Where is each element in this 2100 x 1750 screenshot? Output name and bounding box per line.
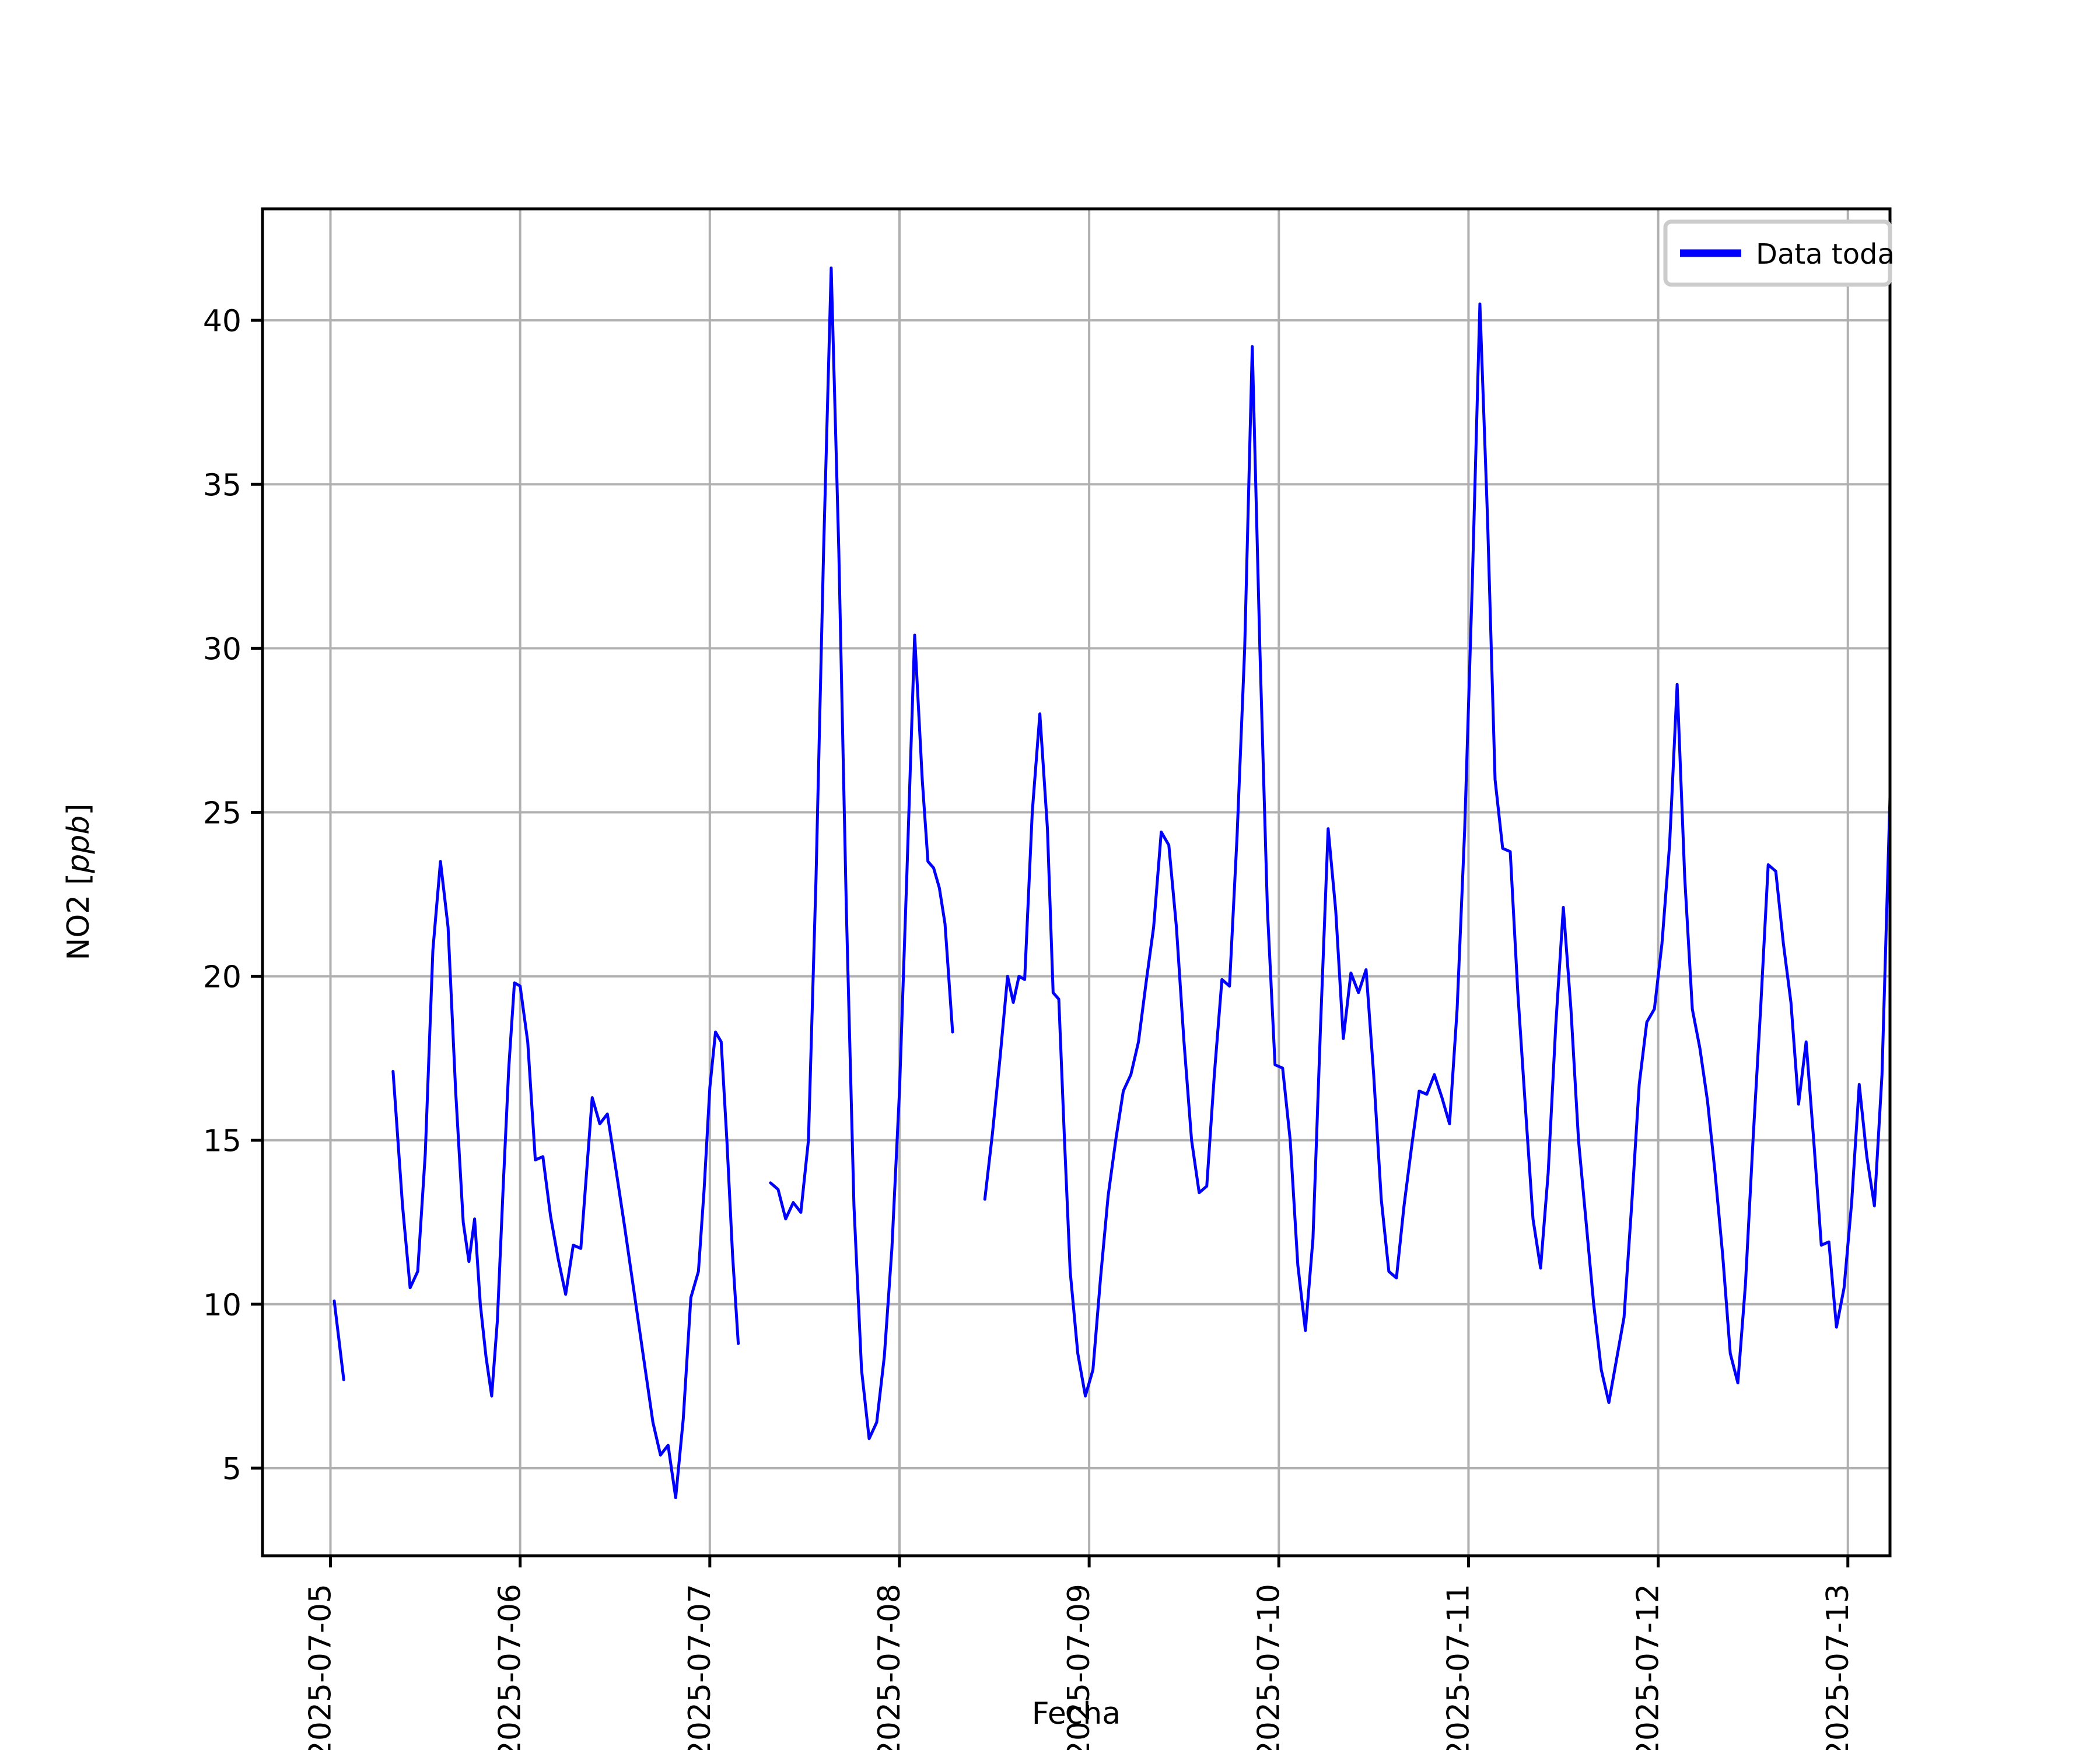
ytick-label: 15 (203, 1124, 242, 1159)
y-axis-label-prefix: NO2 [ (61, 873, 96, 961)
series-polyline (391, 860, 740, 1499)
xtick-label: 2025-07-13 (1821, 1584, 1856, 1750)
x-gridlines (329, 209, 1849, 1556)
xtick-label: 2025-07-12 (1631, 1584, 1666, 1750)
plot-border (261, 207, 1892, 1558)
plot-area-background (262, 209, 1890, 1556)
ytick-label: 20 (203, 960, 242, 995)
ytick-label: 30 (203, 632, 242, 667)
xtick-label: 2025-07-06 (493, 1584, 528, 1750)
xtick-label: 2025-07-08 (872, 1584, 907, 1750)
y-axis-label-unit: ppb (61, 816, 96, 874)
xtick-label: 2025-07-10 (1251, 1584, 1286, 1750)
ytick-label: 40 (203, 304, 242, 339)
data-series-line (332, 266, 1890, 1499)
series-polyline (983, 302, 1890, 1404)
ytick-label: 35 (203, 468, 242, 503)
y-axis-tick-labels: 5 10 15 20 25 30 35 40 (203, 304, 242, 1487)
ytick-label: 10 (203, 1288, 242, 1323)
y-axis-label: NO2 [ppb] (61, 803, 96, 960)
series-polyline (332, 1299, 345, 1381)
legend-label-data-toda: Data toda (1756, 238, 1895, 271)
xtick-label: 2025-07-07 (682, 1584, 718, 1750)
axes-spines (261, 207, 1892, 1558)
ytick-label: 25 (203, 796, 242, 831)
y-axis-label-suffix: ] (61, 803, 96, 815)
y-axis-ticks (251, 318, 262, 1470)
xtick-label: 2025-07-11 (1441, 1584, 1476, 1750)
xtick-label: 2025-07-05 (303, 1584, 338, 1750)
ytick-label: 5 (222, 1452, 242, 1487)
series-polyline (769, 266, 954, 1440)
xtick-label: 2025-07-09 (1062, 1584, 1097, 1750)
legend[interactable]: Data toda (1663, 219, 1895, 287)
x-axis-label: Fecha (1032, 1696, 1121, 1731)
x-axis-tick-labels: 2025-07-05 2025-07-06 2025-07-07 2025-07-08… (303, 1584, 1856, 1750)
legend-frame (1663, 219, 1892, 287)
x-axis-ticks (329, 1556, 1850, 1567)
